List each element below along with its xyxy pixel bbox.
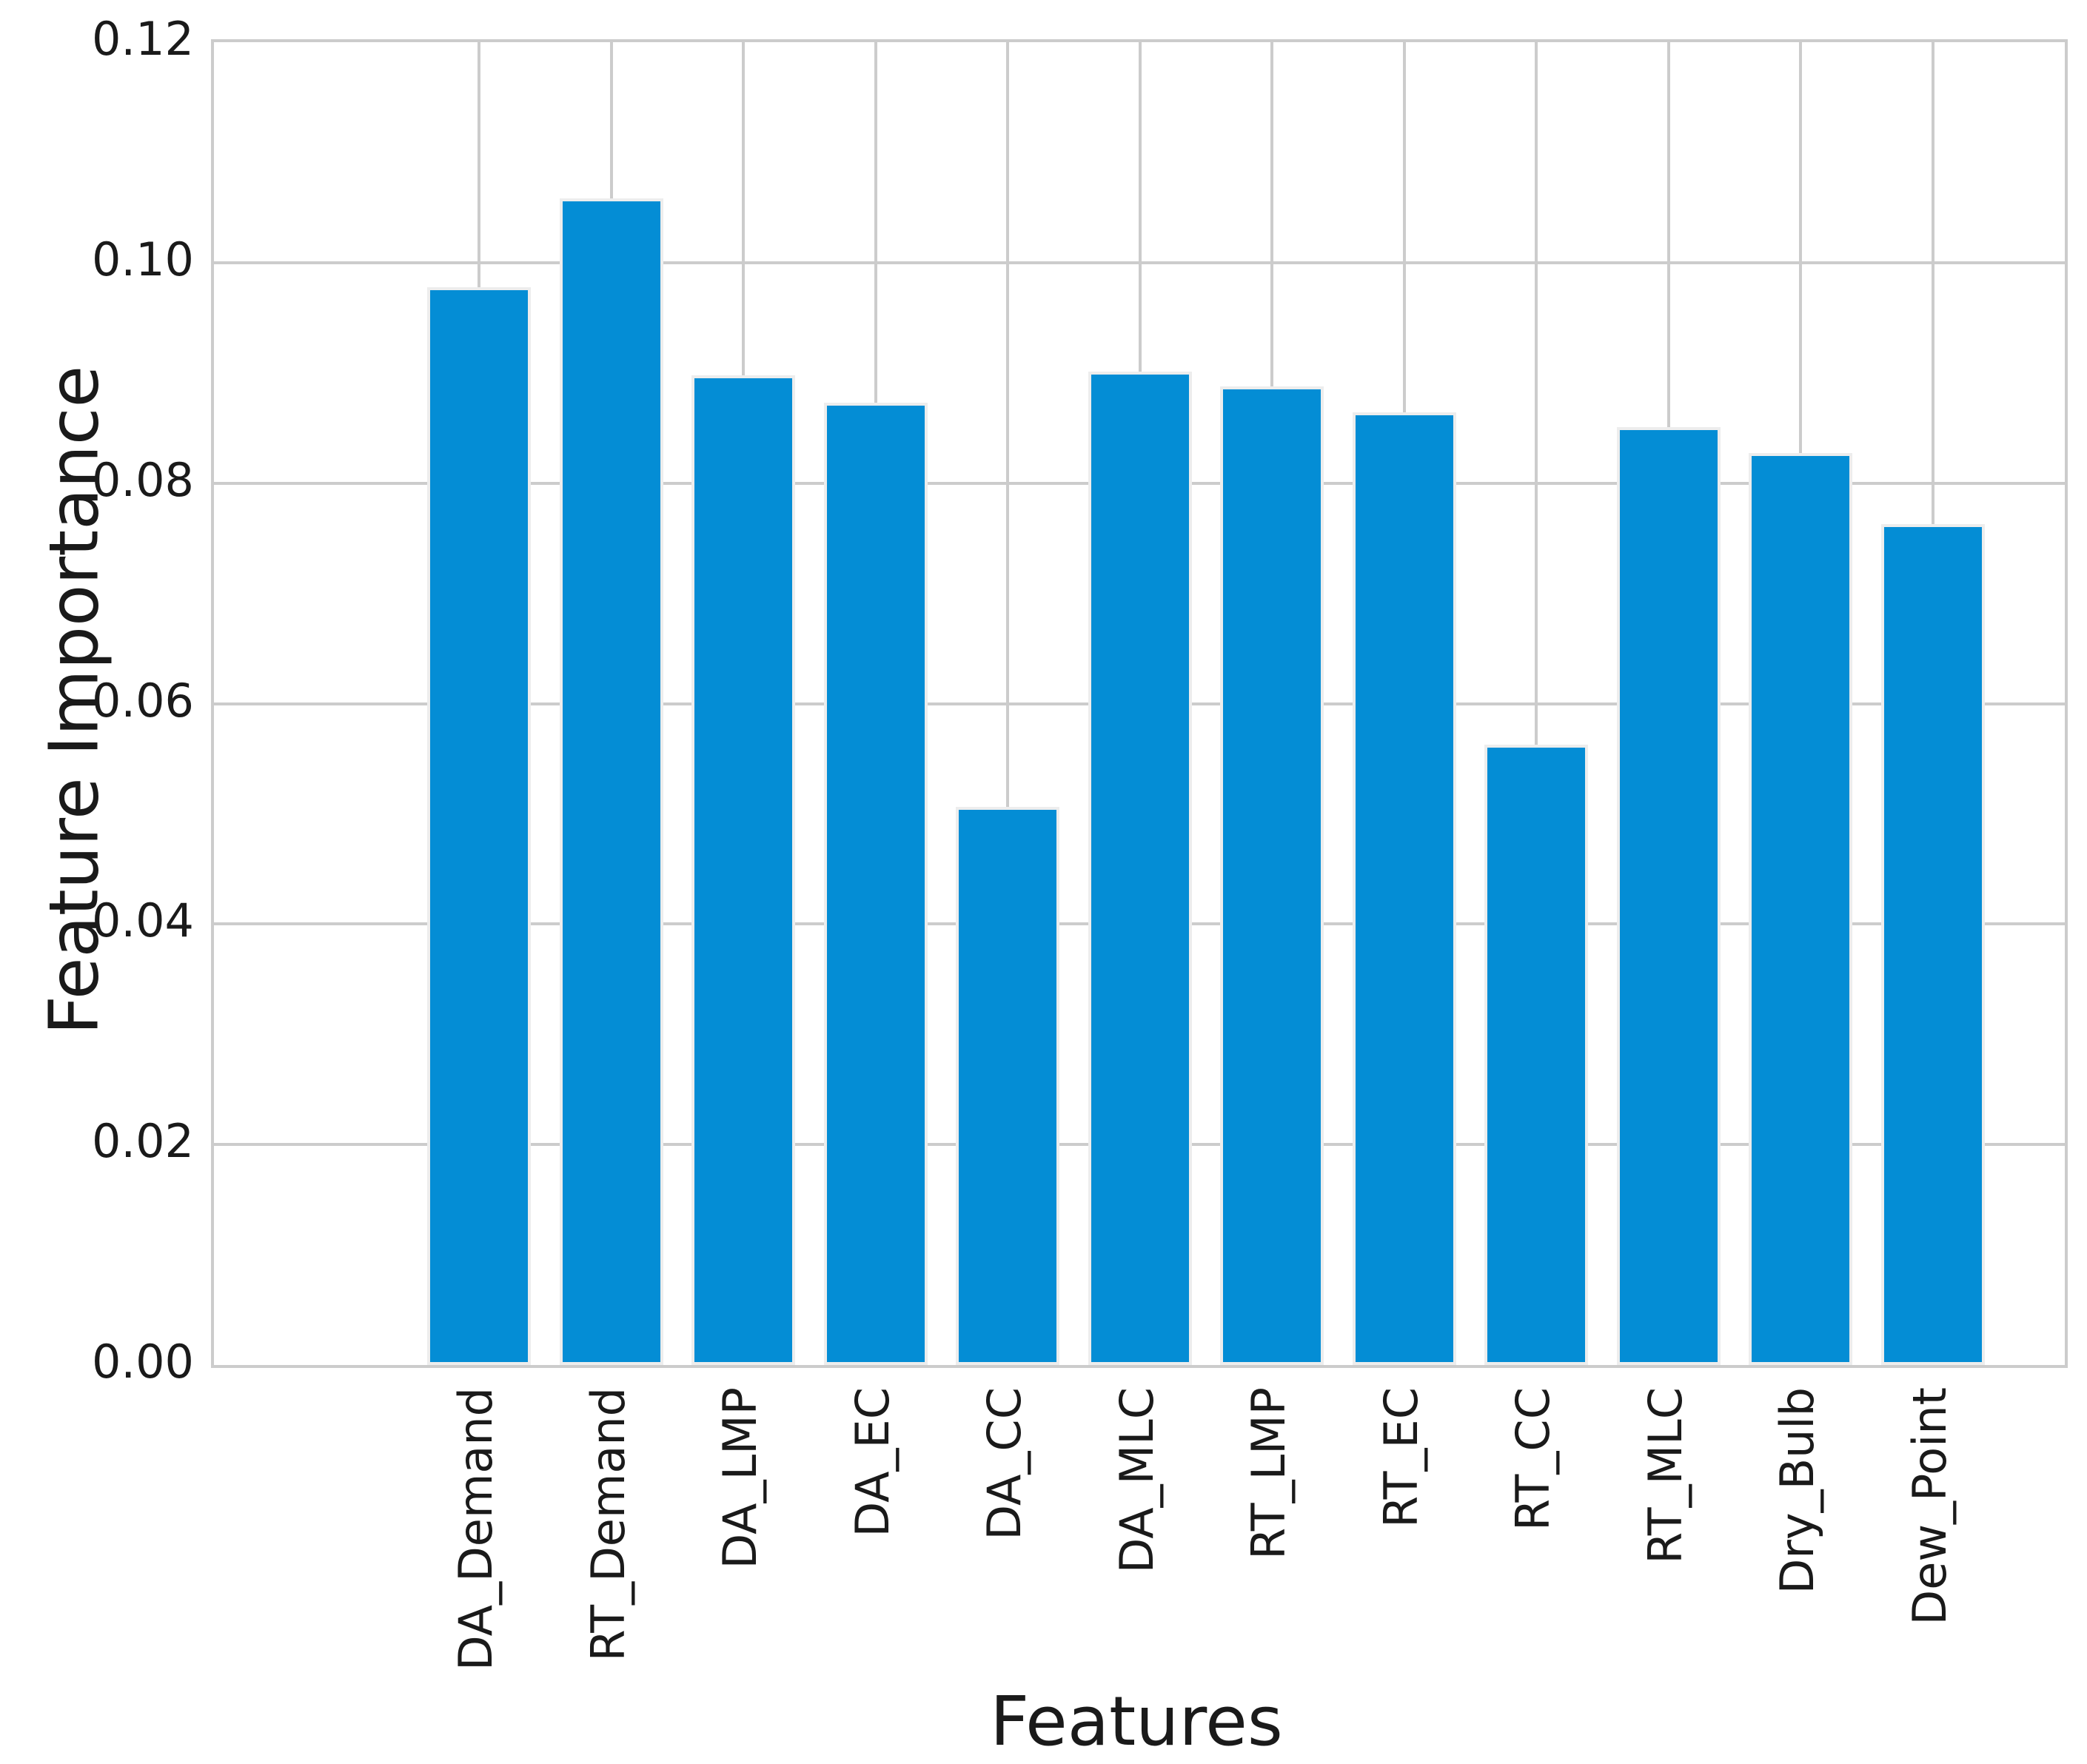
- y-tick-label: 0.02: [91, 1114, 194, 1169]
- x-tick-label: RT_EC: [1373, 1387, 1428, 1528]
- x-tick-label: RT_MLC: [1638, 1387, 1692, 1564]
- bar-RT_Demand: [559, 198, 663, 1365]
- x-tick-label: RT_LMP: [1242, 1387, 1296, 1560]
- bar-DA_CC: [956, 807, 1059, 1365]
- bar-RT_CC: [1484, 744, 1588, 1365]
- bar-DA_Demand: [427, 286, 531, 1365]
- y-axis-label: Feature Importance: [34, 365, 114, 1036]
- y-tick-label: 0.12: [91, 12, 194, 66]
- x-tick-label: DA_Demand: [449, 1387, 503, 1671]
- x-tick-label: DA_MLC: [1109, 1387, 1164, 1574]
- bar-RT_LMP: [1220, 386, 1324, 1365]
- y-tick-label: 0.10: [91, 232, 194, 286]
- y-tick-label: 0.00: [91, 1335, 194, 1389]
- bar-RT_MLC: [1616, 426, 1721, 1365]
- vertical-gridline: [1535, 42, 1538, 1365]
- x-tick-label: DA_CC: [977, 1387, 1031, 1540]
- bar-DA_MLC: [1088, 372, 1192, 1365]
- y-tick-label: 0.06: [91, 673, 194, 728]
- y-tick-label: 0.04: [91, 893, 194, 948]
- bar-DA_LMP: [691, 375, 795, 1365]
- bar-RT_EC: [1352, 412, 1456, 1365]
- bar-Dew_Point: [1880, 523, 1985, 1365]
- x-tick-label: Dry_Bulb: [1770, 1387, 1824, 1594]
- x-tick-label: DA_EC: [845, 1387, 900, 1537]
- bar-Dry_Bulb: [1749, 453, 1852, 1365]
- x-tick-label: Dew_Point: [1902, 1387, 1957, 1626]
- x-tick-label: RT_Demand: [580, 1387, 635, 1662]
- x-tick-label: DA_LMP: [713, 1387, 767, 1569]
- y-tick-label: 0.08: [91, 452, 194, 507]
- plot-area: [211, 39, 2068, 1368]
- bar-DA_EC: [823, 402, 928, 1365]
- x-tick-label: RT_CC: [1506, 1387, 1560, 1532]
- x-axis-label: Features: [990, 1682, 1283, 1761]
- vertical-gridline: [1006, 42, 1009, 1365]
